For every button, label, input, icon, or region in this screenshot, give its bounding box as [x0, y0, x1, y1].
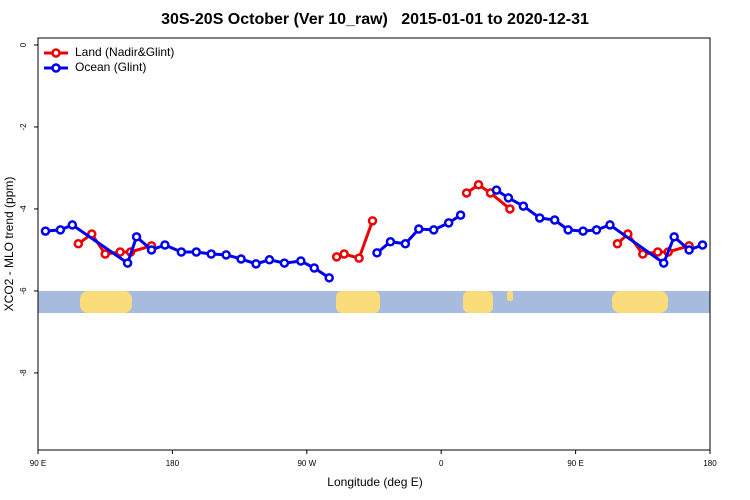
point [684, 245, 694, 255]
x-tick-label: 180 [166, 459, 180, 468]
y-tick-label: -2 [19, 123, 28, 131]
point [160, 240, 170, 250]
point [549, 215, 560, 225]
point [191, 247, 202, 257]
chart-title: 30S-20S October (Ver 10_raw) 2015-01-01 … [161, 11, 589, 28]
land-patch [463, 291, 493, 313]
point [339, 249, 349, 259]
point [100, 249, 110, 259]
y-tick-label: 0 [19, 42, 28, 47]
point [491, 185, 502, 195]
land-patch [612, 291, 668, 313]
point [354, 253, 364, 263]
point [414, 224, 424, 234]
point [309, 263, 320, 273]
point [236, 254, 246, 264]
point [40, 226, 51, 236]
legend-label: Land (Nadir&Glint) [75, 45, 174, 59]
point [461, 188, 472, 198]
land-ocean-strip [38, 291, 710, 313]
point [503, 193, 514, 203]
point [296, 256, 306, 266]
point [176, 247, 187, 257]
point [372, 248, 382, 258]
x-tick-label: 90 E [30, 459, 46, 468]
point [122, 258, 133, 268]
point [67, 220, 78, 230]
y-axis-label: XCO2 - MLO trend (ppm) [2, 177, 16, 312]
point [55, 225, 66, 235]
point [251, 259, 261, 269]
point [518, 201, 529, 211]
point [658, 258, 669, 268]
point [131, 232, 142, 242]
point [385, 236, 396, 247]
point [652, 247, 663, 257]
y-tick-label: -8 [19, 369, 28, 377]
x-tick-label: 90 E [567, 459, 583, 468]
y-tick-label: -6 [19, 287, 28, 295]
point [367, 216, 378, 226]
legend-label: Ocean (Glint) [75, 60, 146, 74]
legend-marker [51, 63, 61, 73]
point [279, 258, 290, 268]
x-tick-label: 0 [439, 459, 444, 468]
y-tick-label: -4 [19, 205, 28, 213]
point [612, 239, 623, 249]
land-patch [336, 291, 380, 313]
point [535, 213, 545, 223]
point [115, 247, 125, 257]
point [578, 226, 588, 236]
x-axis-label: Longitude (deg E) [327, 475, 422, 489]
point [591, 225, 602, 235]
point [206, 249, 216, 259]
point [697, 240, 708, 250]
land-patch [507, 291, 513, 301]
point [264, 255, 275, 265]
point [605, 220, 615, 230]
point [638, 249, 648, 259]
point [146, 245, 157, 255]
point [400, 239, 411, 249]
point [563, 225, 573, 235]
legend-marker [51, 48, 61, 58]
point [73, 239, 84, 249]
point [505, 204, 515, 214]
land-patch [80, 291, 132, 313]
series-line [45, 188, 704, 280]
point [331, 252, 342, 262]
point [428, 225, 439, 235]
point [443, 218, 454, 228]
point [473, 180, 484, 190]
x-tick-label: 90 W [297, 459, 316, 468]
x-tick-label: 180 [703, 459, 717, 468]
plot-frame [37, 37, 711, 451]
point [455, 210, 466, 220]
point [221, 250, 231, 260]
point [324, 273, 334, 283]
point [669, 232, 679, 242]
